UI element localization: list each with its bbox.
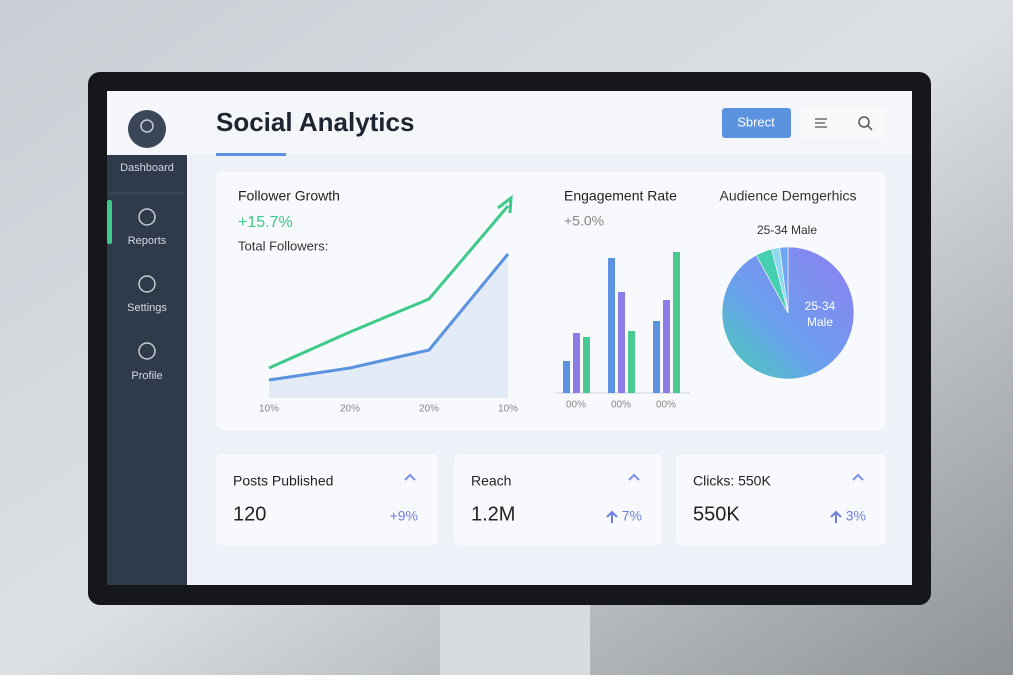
card-label: Reach <box>471 473 511 489</box>
bar <box>573 333 580 393</box>
x-tick-label: 00% <box>656 400 676 411</box>
filter-icon[interactable] <box>815 118 827 128</box>
chevron <box>404 473 416 481</box>
avatar <box>128 110 166 148</box>
title-underline <box>216 153 286 156</box>
x-tick-label: 20% <box>340 404 360 415</box>
stat-card <box>676 454 886 545</box>
card-label: Clicks: 550K <box>693 473 771 489</box>
toolbar[interactable] <box>800 108 886 138</box>
bar <box>673 252 680 393</box>
bar <box>583 337 590 393</box>
x-tick-label: 20% <box>419 404 439 415</box>
search-icon <box>867 125 873 131</box>
card-change: 3% <box>846 508 866 524</box>
bar <box>618 292 625 393</box>
arrow-head <box>497 194 513 214</box>
line <box>268 253 510 382</box>
card-change: 7% <box>622 508 642 524</box>
up-arrow <box>830 510 842 523</box>
button-label: Sbrect <box>737 114 775 129</box>
bar <box>663 300 670 393</box>
sidebar-icon <box>138 208 156 226</box>
chevron <box>628 473 640 481</box>
user-icon <box>140 119 154 133</box>
x-tick-label: 00% <box>566 400 586 411</box>
pie-label: 25-34 Male <box>757 223 817 237</box>
sidebar-icon <box>138 342 156 360</box>
active-indicator <box>107 200 112 244</box>
page-title: Social Analytics <box>216 107 414 137</box>
card-value: 1.2M <box>471 503 515 525</box>
bar <box>608 258 615 393</box>
chart-subtitle: +15.7% <box>238 214 293 231</box>
card-change: +9% <box>390 508 418 524</box>
chart-subtitle: +5.0% <box>564 213 604 229</box>
x-tick-label: 00% <box>611 400 631 411</box>
up-arrow <box>606 510 618 523</box>
stat-card <box>454 454 662 545</box>
bar <box>563 361 570 393</box>
chart-title: Follower Growth <box>238 188 340 204</box>
pie-slice <box>779 246 789 314</box>
area <box>269 254 508 398</box>
stat-card <box>216 454 438 545</box>
sidebar-item: Reports <box>128 235 167 247</box>
chevron <box>852 473 864 481</box>
button[interactable] <box>722 108 791 138</box>
sidebar-item: Settings <box>127 302 167 314</box>
card-value: 550K <box>693 503 740 525</box>
monitor-stand <box>440 600 590 675</box>
sidebar <box>107 91 187 585</box>
sidebar-item: Profile <box>131 370 162 382</box>
x-tick-label: 10% <box>259 404 279 415</box>
pie-inner-label: Male <box>807 315 833 329</box>
sidebar-item: Dashboard <box>120 162 174 174</box>
card-value: 120 <box>233 503 266 525</box>
sidebar-icon <box>138 275 156 293</box>
line <box>268 205 510 370</box>
search-icon[interactable] <box>858 116 870 128</box>
chart-title: Audience Demgerhics <box>720 188 857 204</box>
annotation: Total Followers: <box>238 238 328 253</box>
pie-inner-label: 25-34 <box>805 299 836 313</box>
chart-title: Engagement Rate <box>564 188 677 204</box>
x-tick-label: 10% <box>498 404 518 415</box>
bar <box>628 331 635 393</box>
bar <box>653 321 660 393</box>
card-label: Posts Published <box>233 473 333 489</box>
